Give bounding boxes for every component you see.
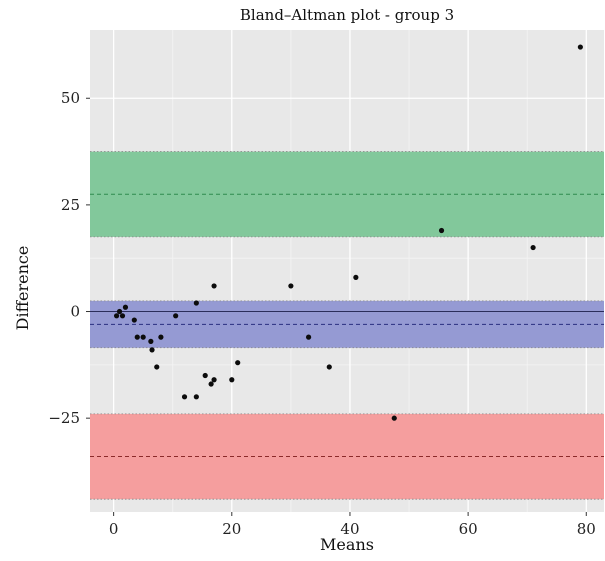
x-tick-label: 80 [577, 520, 596, 538]
data-point [134, 334, 140, 340]
y-tick-label: 0 [70, 303, 80, 321]
data-point [211, 377, 217, 383]
data-point [193, 300, 199, 306]
data-point [116, 308, 123, 315]
data-point [181, 394, 188, 400]
data-point [173, 313, 179, 319]
data-point [438, 227, 445, 234]
data-point [131, 317, 137, 323]
data-point [530, 244, 536, 251]
x-tick-label: 40 [340, 520, 359, 538]
data-point [202, 372, 208, 379]
x-tick-label: 0 [109, 520, 119, 538]
data-point [113, 313, 120, 319]
data-point [140, 334, 146, 340]
data-point [353, 274, 359, 280]
y-axis-title: Difference [13, 246, 32, 331]
data-point [211, 283, 217, 289]
y-tick-label: 50 [61, 89, 80, 107]
data-point [577, 44, 583, 50]
x-tick-label: 60 [459, 520, 478, 538]
plot-area: 0 20 40 60 80 −25 0 25 50 [48, 30, 604, 538]
data-point [305, 334, 312, 340]
chart-title: Bland–Altman plot - group 3 [240, 6, 454, 24]
data-point [193, 394, 199, 400]
data-point [229, 377, 235, 383]
data-point [208, 381, 214, 387]
data-point [158, 334, 164, 340]
data-point [235, 360, 241, 366]
y-tick-label: −25 [48, 409, 80, 427]
data-point [288, 283, 294, 289]
data-point [154, 364, 160, 370]
data-point [148, 338, 154, 344]
x-tick-label: 20 [222, 520, 241, 538]
data-point [326, 364, 332, 370]
y-tick-label: 25 [61, 196, 80, 214]
data-point [149, 347, 155, 353]
x-axis-title: Means [320, 535, 374, 554]
data-point [119, 313, 126, 319]
data-point [122, 304, 129, 310]
data-point [391, 415, 397, 421]
